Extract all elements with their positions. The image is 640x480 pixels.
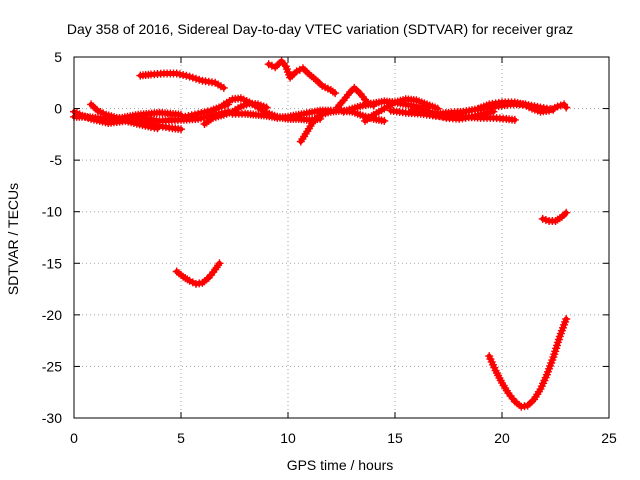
y-tick-label: -5: [50, 152, 63, 168]
y-tick-label: 0: [54, 101, 62, 117]
data-series-s10: [264, 57, 340, 98]
y-tick-label: -10: [42, 204, 62, 220]
y-tick-label: -30: [42, 410, 62, 426]
x-axis-label: GPS time / hours: [287, 457, 394, 473]
y-tick-label: 5: [54, 49, 62, 65]
data-point-marker: [177, 125, 185, 134]
x-tick-label: 15: [387, 430, 403, 446]
x-tick-label: 5: [177, 430, 185, 446]
data-series-s17: [429, 107, 498, 123]
plot-frame: [73, 56, 610, 419]
data-series-s5: [136, 69, 228, 92]
data-series-s21: [538, 208, 571, 225]
data-point-marker: [562, 208, 571, 217]
y-tick-label: -15: [42, 255, 62, 271]
x-tick-label: 0: [70, 430, 78, 446]
ticks-layer: [73, 56, 610, 419]
y-tick-label: -20: [42, 307, 62, 323]
data-series-s14: [361, 95, 442, 125]
chart-title: Day 358 of 2016, Sidereal Day-to-day VTE…: [67, 21, 573, 37]
data-series-s19: [172, 259, 224, 288]
data-point-marker: [380, 116, 389, 125]
x-tick-label: 25: [601, 430, 617, 446]
data-point-marker: [562, 315, 571, 323]
data-series-s18: [474, 98, 571, 116]
y-tick-label: -25: [42, 358, 62, 374]
data-point-marker: [331, 89, 340, 98]
x-tick-label: 10: [280, 430, 296, 446]
data-point-marker: [489, 107, 498, 116]
data-series-s6: [181, 100, 233, 121]
x-tick-label: 20: [494, 430, 510, 446]
tick-labels-layer: 0 5 10 15 20 25 5 0 -5 -10 -15 -20 -25 -30: [42, 49, 617, 446]
data-point-marker: [562, 103, 571, 112]
data-point-marker: [215, 259, 224, 268]
data-point-marker: [219, 83, 228, 92]
y-axis-label: SDTVAR / TECUs: [5, 183, 21, 295]
data-point-marker: [510, 115, 519, 124]
series-layer: [70, 57, 571, 411]
data-series-s20: [485, 315, 571, 411]
